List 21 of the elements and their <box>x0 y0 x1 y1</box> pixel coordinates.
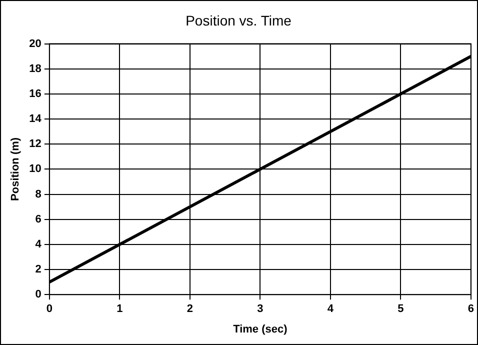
y-tick-label: 10 <box>29 163 42 176</box>
x-tick-label: 1 <box>116 303 123 316</box>
y-tick-label: 14 <box>29 113 42 126</box>
x-tick-label: 0 <box>46 303 52 316</box>
x-tick-label: 2 <box>186 303 193 316</box>
y-tick-label: 8 <box>35 188 42 200</box>
y-tick-label: 2 <box>35 264 42 276</box>
x-axis-title: Time (sec) <box>233 323 288 336</box>
y-axis-title: Position (m) <box>10 137 22 201</box>
y-tick-label: 6 <box>35 213 42 226</box>
y-tick-label: 0 <box>35 288 42 301</box>
chart-title: Position vs. Time <box>186 12 292 28</box>
x-tick-label: 3 <box>257 303 264 316</box>
x-tick-label: 5 <box>398 303 404 316</box>
x-tick-label: 6 <box>468 303 474 316</box>
y-tick-label: 12 <box>29 138 42 150</box>
y-tick-label: 18 <box>29 62 42 75</box>
y-tick-label: 4 <box>35 238 42 250</box>
x-tick-label: 4 <box>327 303 334 316</box>
y-tick-label: 16 <box>29 88 42 100</box>
y-tick-label: 20 <box>29 38 42 50</box>
